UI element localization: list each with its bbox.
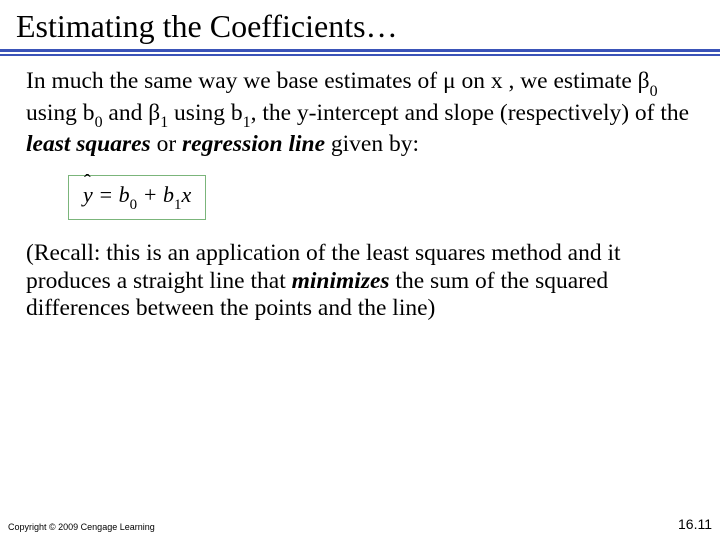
title-underline [0, 49, 720, 52]
formula-sub1: 1 [174, 197, 181, 213]
slide-title: Estimating the Coefficients… [0, 0, 720, 49]
p2-bold: minimizes [292, 268, 390, 294]
p1-text-c: and β [103, 100, 161, 126]
p1-text-b: using b [26, 100, 95, 126]
p1-text-g: given by: [325, 131, 419, 157]
paragraph-2: (Recall: this is an application of the l… [26, 240, 702, 323]
page-number: 16.11 [678, 516, 712, 532]
p1-bold1: least squares [26, 131, 151, 157]
paragraph-1: In much the same way we base estimates o… [26, 68, 702, 159]
footer: Copyright © 2009 Cengage Learning 16.11 [8, 516, 712, 532]
p1-sub1b: 1 [243, 114, 251, 131]
formula-eq: = b [93, 182, 130, 207]
p1-sub1a: 1 [160, 114, 168, 131]
slide-content: In much the same way we base estimates o… [0, 52, 720, 323]
p1-bold2: regression line [182, 131, 325, 157]
p1-text-f: or [151, 131, 182, 157]
p1-text-a: In much the same way we base estimates o… [26, 68, 650, 94]
p1-text-e: , the y-intercept and slope (respectivel… [251, 100, 690, 126]
formula-yhat: y [83, 182, 93, 208]
formula-box: y = b0 + b1x [68, 175, 206, 220]
p1-sub0a: 0 [650, 83, 658, 100]
copyright-text: Copyright © 2009 Cengage Learning [8, 522, 155, 532]
p1-text-d: using b [168, 100, 242, 126]
formula-sub0: 0 [130, 197, 137, 213]
formula-plus: + b [137, 182, 174, 207]
formula-x: x [181, 182, 191, 207]
p1-sub0b: 0 [95, 114, 103, 131]
